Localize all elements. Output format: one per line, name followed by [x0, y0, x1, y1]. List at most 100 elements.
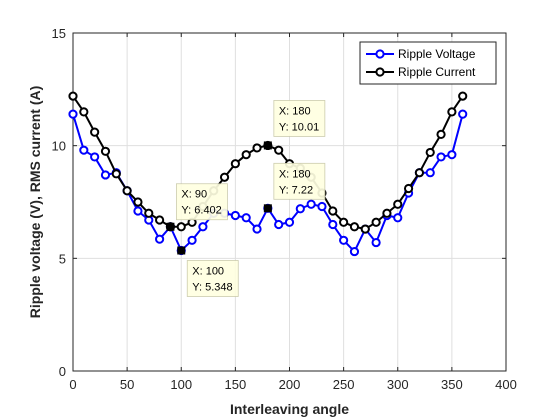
- x-tick-label: 150: [225, 377, 247, 392]
- ripple-voltage-point: [187, 235, 197, 245]
- ripple-voltage-point: [90, 152, 100, 162]
- ripple-voltage-point: [274, 219, 284, 230]
- ripple-voltage-point: [79, 145, 89, 155]
- ripple-current-point: [371, 217, 381, 227]
- datatip-x-label: X: 100: [192, 265, 224, 277]
- x-tick-label: 50: [120, 377, 134, 392]
- x-axis-label: Interleaving angle: [230, 401, 349, 417]
- ripple-voltage-point: [393, 213, 403, 223]
- ripple-current-point: [339, 217, 349, 227]
- x-tick-label: 400: [495, 377, 517, 392]
- x-tick-label: 100: [170, 377, 192, 392]
- ripple-voltage-point: [68, 109, 78, 119]
- datatip: X: 180 Y: 7.22: [263, 162, 326, 213]
- legend-item-ripple-current: Ripple Current: [366, 65, 476, 79]
- ripple-voltage-point: [371, 237, 381, 248]
- ripple-current-point: [90, 127, 100, 137]
- datatip-box: [176, 183, 228, 221]
- ripple-current-point: [382, 208, 392, 218]
- datatip-marker: [166, 222, 175, 231]
- datatip: X: 100 Y: 5.348: [177, 246, 239, 297]
- x-tick-label: 350: [441, 377, 463, 392]
- datatip-y-label: Y: 7.22: [279, 184, 313, 196]
- datatip-box: [273, 162, 326, 200]
- datatips: X: 180 Y: 10.01 X: 180 Y: 7.22 X: 90 Y: 6.402…: [166, 100, 326, 297]
- datatip-box: [273, 100, 326, 137]
- datatip-x-label: X: 90: [181, 189, 207, 201]
- ripple-voltage-point: [447, 150, 457, 160]
- legend-swatch-marker: [375, 49, 385, 59]
- x-tick-label: 300: [387, 377, 409, 392]
- legend-label: Ripple Current: [398, 65, 476, 79]
- ripple-current-point: [68, 91, 78, 101]
- ripple-current-point: [241, 150, 251, 160]
- ripple-voltage-point: [284, 217, 295, 227]
- ripple-current-point: [122, 186, 132, 196]
- ripple-voltage-point: [306, 199, 316, 209]
- ripple-voltage-point: [252, 224, 262, 234]
- datatip-marker: [263, 141, 272, 150]
- axes: 0 50 100 150 200 250 300 350 400 0 5 10 15: [52, 26, 517, 392]
- ripple-current-point: [349, 222, 360, 232]
- ripple-current-point: [360, 224, 370, 234]
- ripple-voltage-point: [328, 219, 338, 230]
- datatip-y-label: Y: 10.01: [279, 121, 319, 133]
- y-tick-label: 0: [59, 364, 66, 379]
- ripple-current-point: [425, 147, 435, 158]
- ripple-current-point: [176, 222, 186, 232]
- ripple-voltage-point: [436, 152, 446, 162]
- ripple-current-point: [458, 91, 468, 101]
- legend-label: Ripple Voltage: [398, 47, 476, 61]
- ripple-voltage-point: [100, 170, 111, 180]
- ripple-voltage-point: [425, 168, 435, 178]
- ripple-voltage-point: [349, 246, 360, 257]
- ripple-current-point: [144, 208, 154, 218]
- ripple-current-point: [230, 159, 240, 169]
- ripple-voltage-point: [155, 234, 165, 244]
- datatip-marker: [263, 204, 272, 213]
- datatip: X: 90 Y: 6.402: [166, 183, 228, 231]
- legend: Ripple Voltage Ripple Current: [359, 41, 497, 85]
- datatip: X: 180 Y: 10.01: [263, 100, 326, 150]
- ripple-current-point: [328, 206, 338, 216]
- ripple-current-point: [219, 172, 230, 182]
- ripple-voltage-point: [339, 235, 349, 245]
- ripple-current-point: [252, 143, 262, 153]
- y-tick-label: 10: [52, 139, 66, 154]
- ripple-current-point: [274, 145, 284, 155]
- ripple-current-point: [414, 168, 424, 178]
- datatip-x-label: X: 180: [279, 168, 311, 180]
- datatip-marker: [177, 246, 186, 255]
- ripple-voltage-point: [458, 109, 468, 119]
- ripple-current-point: [111, 169, 121, 179]
- x-tick-label: 200: [279, 377, 301, 392]
- legend-item-ripple-voltage: Ripple Voltage: [366, 47, 476, 61]
- datatip-y-label: Y: 6.402: [181, 205, 221, 217]
- datatip-y-label: Y: 5.348: [192, 281, 232, 293]
- x-tick-label: 250: [333, 377, 355, 392]
- legend-swatch-marker: [375, 67, 385, 77]
- y-tick-label: 15: [52, 26, 66, 41]
- ripple-voltage-point: [198, 222, 208, 232]
- ripple-voltage-point: [241, 213, 251, 223]
- datatip-box: [186, 260, 239, 297]
- ripple-voltage-point: [230, 210, 240, 221]
- ripple-current-point: [436, 129, 446, 139]
- ripple-current-point: [393, 199, 403, 209]
- ripple-voltage-point: [317, 201, 327, 212]
- ripple-current-point: [403, 183, 414, 194]
- ripple-voltage-point: [133, 206, 143, 216]
- datatip-x-label: X: 180: [279, 105, 311, 117]
- y-tick-label: 5: [59, 251, 66, 266]
- ripple-current-point: [100, 146, 111, 156]
- ripple-current-point: [133, 197, 143, 207]
- ripple-voltage-point: [295, 204, 305, 214]
- y-axis-label: Ripple voltage (V), RMS current (A): [27, 86, 43, 319]
- ripple-current-point: [79, 107, 89, 117]
- x-tick-label: 0: [69, 377, 76, 392]
- ripple-current-point: [447, 107, 457, 117]
- legend-box: [359, 41, 497, 85]
- ripple-current-point: [155, 215, 165, 225]
